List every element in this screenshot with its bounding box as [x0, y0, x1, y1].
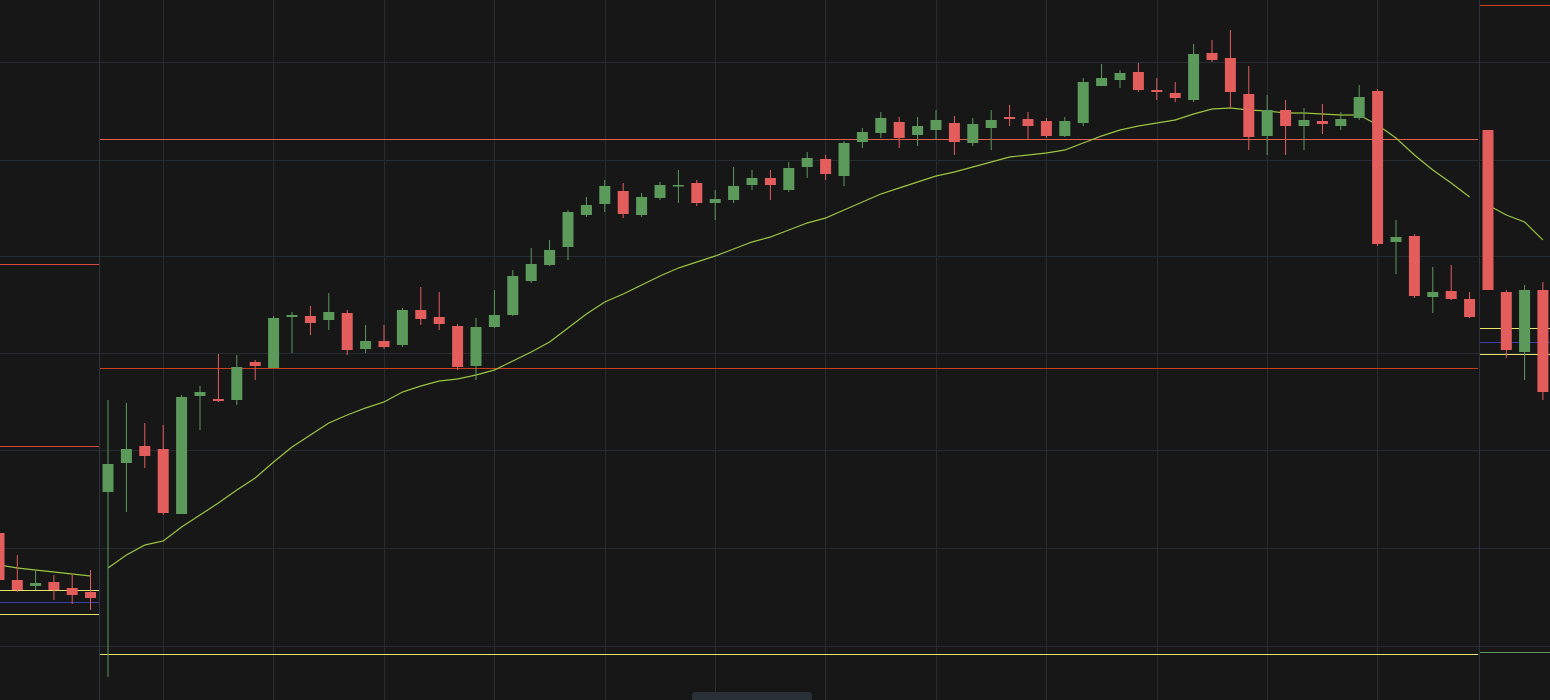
- candle-body: [1022, 119, 1034, 126]
- candle-body: [580, 205, 592, 215]
- candle-body: [912, 126, 924, 135]
- candle-body: [11, 580, 23, 590]
- candle-body: [893, 122, 905, 138]
- candle-body: [728, 186, 740, 200]
- candle-body: [783, 168, 795, 190]
- candle-body: [1206, 53, 1218, 60]
- candle-body: [1280, 110, 1292, 126]
- candle-body: [1169, 93, 1181, 98]
- candle-body: [1500, 292, 1512, 350]
- candle-body: [323, 312, 335, 320]
- candle-body: [30, 583, 42, 586]
- candle-body: [360, 341, 372, 349]
- candle-body: [654, 185, 666, 198]
- candle-body: [636, 197, 648, 215]
- candle-body: [1519, 290, 1531, 352]
- candle-body: [249, 362, 261, 366]
- candle-body: [838, 143, 850, 176]
- candle-body: [746, 178, 758, 185]
- candle-body: [985, 120, 997, 128]
- candle-body: [1445, 291, 1457, 299]
- candle-body: [1298, 120, 1310, 126]
- candle-body: [599, 186, 611, 204]
- candle-body: [1335, 119, 1347, 126]
- candle-body: [157, 449, 169, 513]
- candle-body: [617, 191, 629, 214]
- pane: [0, 264, 99, 615]
- candle-body: [1059, 121, 1071, 136]
- candle-body: [139, 446, 151, 456]
- candle-body: [820, 159, 832, 174]
- candle-body: [764, 178, 776, 185]
- candle-body: [1372, 91, 1384, 244]
- candle-body: [231, 367, 243, 400]
- candle-body: [525, 264, 537, 281]
- candle-body: [1427, 292, 1439, 297]
- candle-body: [176, 397, 188, 514]
- candle-body: [801, 158, 813, 167]
- candle-body: [341, 313, 353, 350]
- candle-body: [930, 120, 942, 130]
- pane: [1480, 5, 1550, 653]
- candle-body: [415, 310, 427, 319]
- candle-body: [1261, 110, 1273, 136]
- candle-body: [120, 449, 132, 463]
- candle-body: [856, 132, 868, 142]
- candle-body: [1316, 121, 1328, 124]
- candle-body: [488, 315, 500, 327]
- candle-body: [433, 317, 445, 324]
- moving-average: [0, 564, 91, 577]
- candle-body: [1408, 236, 1420, 296]
- candle-body: [1151, 90, 1163, 92]
- candle-body: [967, 124, 979, 143]
- candle-body: [1188, 54, 1200, 100]
- candle-body: [48, 582, 60, 590]
- candle-body: [0, 533, 5, 580]
- candle-body: [194, 392, 206, 396]
- candle-body: [544, 250, 556, 265]
- candle-body: [1077, 82, 1089, 123]
- pane: [100, 30, 1478, 677]
- scrollbar[interactable]: [692, 692, 812, 700]
- candle-body: [875, 118, 887, 133]
- candle-body: [1096, 78, 1108, 86]
- candle-body: [85, 592, 96, 598]
- candle-body: [1114, 73, 1126, 80]
- candle-body: [102, 464, 114, 492]
- candle-body: [1390, 237, 1402, 242]
- candle-body: [691, 183, 703, 203]
- candle-body: [470, 327, 482, 366]
- candle-body: [507, 276, 519, 315]
- candle-body: [396, 310, 408, 345]
- candle-body: [1040, 121, 1052, 136]
- candle-body: [66, 588, 78, 595]
- moving-average: [1487, 204, 1544, 241]
- candle-body: [1537, 290, 1549, 392]
- candle-body: [1243, 94, 1255, 137]
- candle-body: [1464, 299, 1476, 317]
- candle-body: [304, 316, 316, 323]
- candle-body: [709, 199, 721, 203]
- candle-body: [286, 315, 298, 317]
- candle-body: [212, 399, 224, 401]
- candle-body: [1004, 117, 1016, 119]
- candle-body: [1482, 130, 1494, 290]
- candle-body: [1132, 72, 1144, 90]
- candle-body: [268, 318, 280, 368]
- candle-body: [378, 341, 390, 347]
- candle-body: [1353, 97, 1365, 118]
- candle-body: [562, 212, 574, 247]
- candle-body: [948, 123, 960, 142]
- candle-body: [672, 185, 684, 187]
- candle-body: [1224, 58, 1236, 92]
- moving-average: [107, 107, 1470, 569]
- candle-body: [452, 326, 464, 367]
